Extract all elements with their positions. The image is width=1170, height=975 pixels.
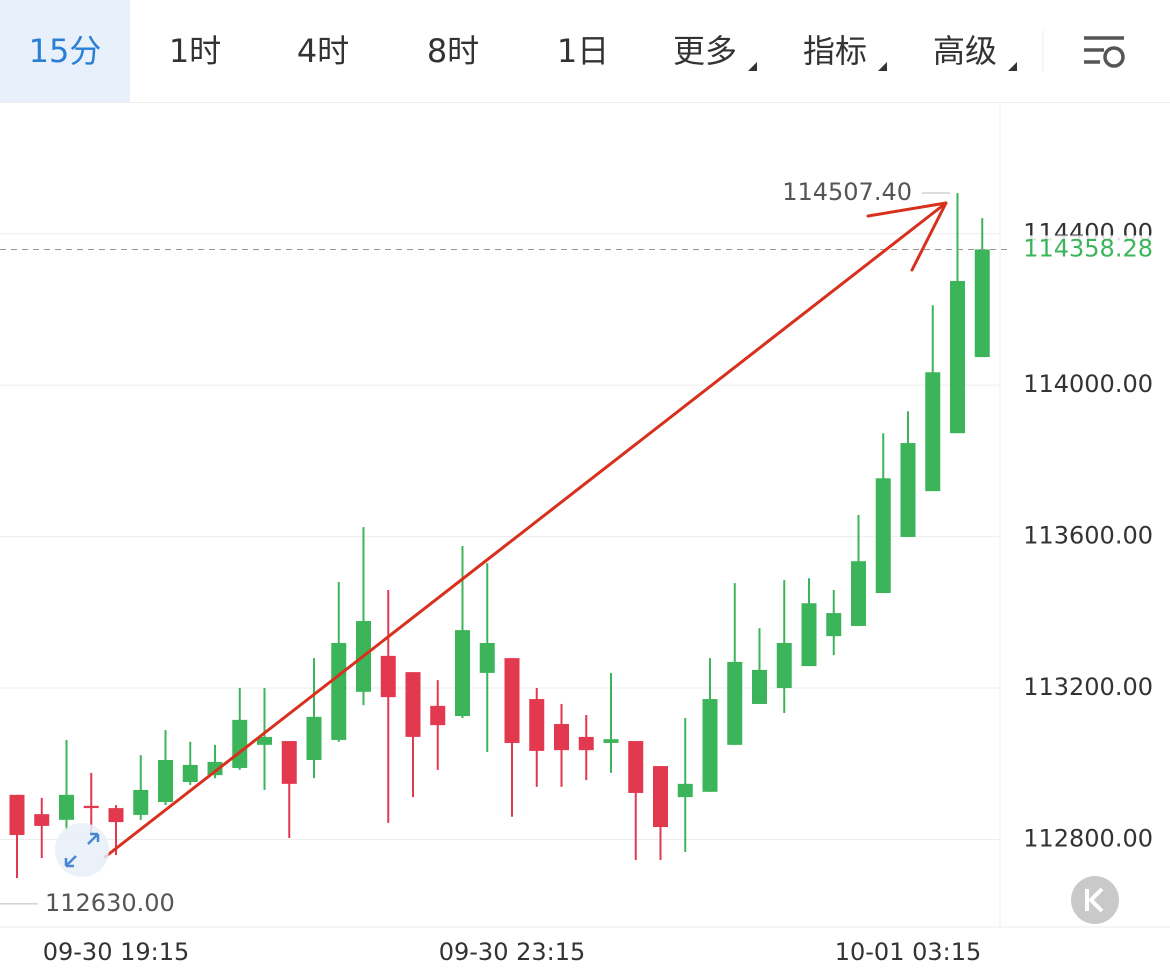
last-price-label: 114358.28 [1023,234,1153,262]
candle-body [776,642,792,689]
candle-body [950,280,965,434]
settings-gear[interactable] [1103,46,1125,68]
settings-icon[interactable] [1084,36,1125,68]
candle-body [603,739,619,743]
dropdown-triangle [1008,62,1017,71]
expand-bg[interactable] [55,823,109,877]
arrow [103,201,948,859]
y-tick-label: 112800.00 [1023,825,1153,853]
timeframe-tab[interactable]: 1日 [556,32,610,70]
candle-body [306,716,322,761]
timeframe-tab[interactable]: 4时 [296,32,350,70]
low-label: 112630.00 [45,889,175,917]
candle-body [257,736,272,745]
candle-body [207,761,223,776]
high-label: 114507.40 [782,178,912,206]
candle-body [479,642,495,673]
candle-body [133,789,149,815]
candle-body [232,719,248,768]
dropdown-triangle [878,62,887,71]
candle-body [529,699,545,751]
candle-body [727,661,743,745]
candle-body [900,443,916,537]
candle-body [801,603,817,667]
candle-body [578,736,594,751]
x-tick-label: 09-30 19:15 [43,938,190,966]
dropdown-triangle [748,62,757,71]
last-price-bg [1012,235,1170,264]
candle-body [34,814,50,826]
plot: 112800.00113200.00113600.00114000.001144… [0,178,1170,966]
x-tick-label: 09-30 23:15 [439,938,586,966]
reset-button[interactable] [1071,876,1119,924]
candle-body [702,699,718,792]
timeframe-tab[interactable]: 8时 [426,32,480,70]
candle-body [108,808,124,823]
candle-body [430,705,446,726]
expand-icon[interactable] [64,832,100,868]
menu-tab[interactable]: 更多 [672,32,737,70]
menu-tab[interactable]: 指标 [802,32,867,70]
candle-body [331,642,347,740]
candle-body [405,672,421,737]
reset-bg[interactable] [1071,876,1119,924]
candle-body [380,655,396,698]
candle-body [554,724,569,751]
y-tick-label: 113600.00 [1023,522,1153,550]
candle-body [752,669,767,704]
menu-tab[interactable]: 高级 [932,32,997,70]
candle-body [925,372,941,492]
y-tick-label: 114000.00 [1023,370,1153,398]
settings-lines[interactable] [1084,36,1124,64]
candle-body [628,741,644,793]
candle-body [653,766,668,828]
y-tick-label: 113200.00 [1023,673,1153,701]
candle-body [826,613,842,637]
candle-body [9,794,25,835]
candle-body [158,760,173,803]
candle-body [875,478,891,594]
expand-button[interactable] [55,823,109,877]
candle-body [974,249,990,358]
candle-body [851,561,866,626]
candle-body [455,630,470,717]
candle-body [182,764,198,782]
toolbar: 15分 1时 4时 8时 1日 更多 指标 高级 [0,0,1170,103]
candle-body [281,741,297,784]
x-tick-label: 10-01 03:15 [835,938,982,966]
timeframe-tab[interactable]: 1时 [168,32,222,70]
reset-icon[interactable] [1085,887,1104,913]
candle-body [677,783,693,798]
timeframe-tab[interactable]: 15分 [0,0,130,102]
candle-body [504,658,520,743]
candle-body [83,805,99,809]
candle-body [59,794,74,820]
trend-arrow [103,201,948,859]
